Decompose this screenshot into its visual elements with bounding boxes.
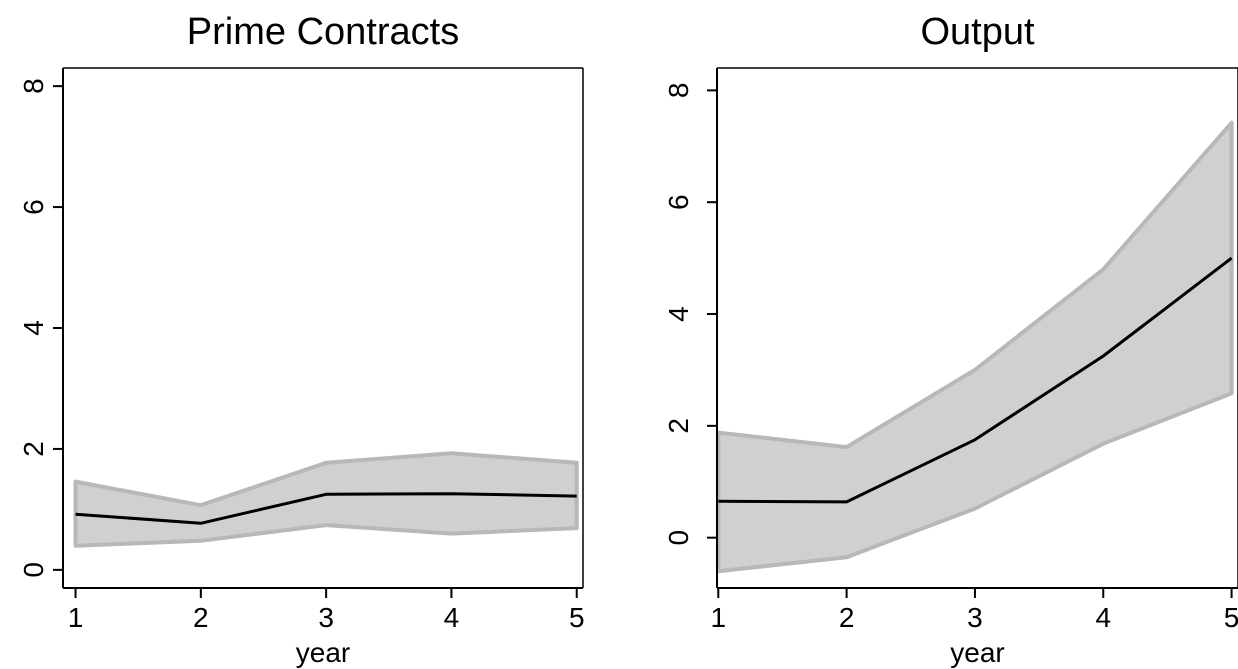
y-tick-label: 2: [18, 441, 49, 457]
x-axis-label: year: [296, 637, 350, 668]
x-tick-label: 2: [193, 602, 209, 633]
y-tick-label: 4: [18, 320, 49, 336]
estimate-line: [75, 492, 577, 525]
panel-output: 0 2 4 6 8 1 2 3 4 5 Output year: [663, 11, 1238, 668]
chart-title: Output: [920, 11, 1035, 53]
x-axis-label: year: [950, 637, 1004, 668]
confidence-band: [716, 120, 1234, 574]
y-tick-label: 0: [663, 530, 694, 546]
y-tick-label: 6: [18, 199, 49, 215]
y-tick-label: 0: [18, 562, 49, 578]
y-tick-label: 6: [663, 194, 694, 210]
x-tick-label: 4: [444, 602, 460, 633]
x-tick-label: 3: [318, 602, 334, 633]
x-tick-label: 1: [710, 602, 726, 633]
y-tick-label: 2: [663, 418, 694, 434]
x-tick-label: 4: [1095, 602, 1111, 633]
y-tick-label: 8: [663, 83, 694, 99]
estimate-line: [718, 256, 1233, 504]
x-tick-label: 5: [1224, 602, 1238, 633]
panel-prime-contracts: 0 2 4 6 8 1 2 3 4 5 Prime Contracts year: [18, 11, 585, 668]
y-tick-label: 4: [663, 306, 694, 322]
x-tick-label: 2: [839, 602, 855, 633]
x-tick-label: 1: [68, 602, 84, 633]
chart-title: Prime Contracts: [187, 11, 459, 53]
x-tick-label: 5: [569, 602, 585, 633]
confidence-band: [73, 451, 579, 548]
x-tick-label: 3: [967, 602, 983, 633]
y-tick-label: 8: [18, 78, 49, 94]
